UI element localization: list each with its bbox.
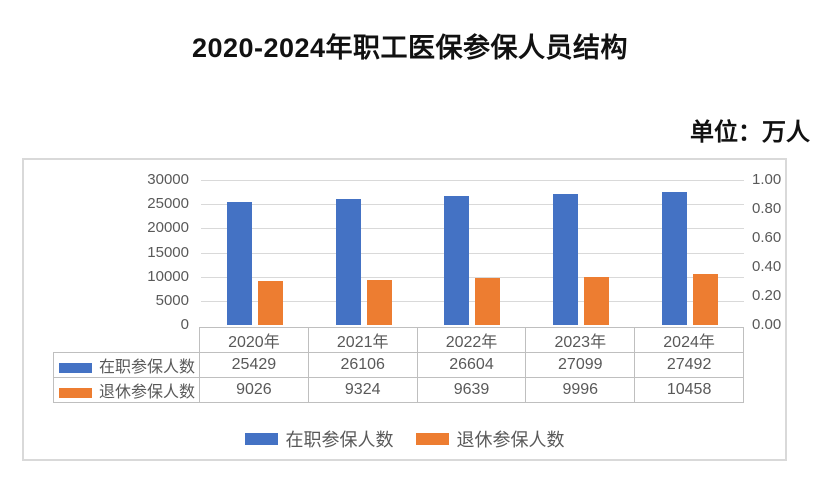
chart-title: 2020-2024年职工医保参保人员结构 [191, 33, 629, 63]
series-label-cell: 退休参保人数 [53, 377, 200, 403]
bar-group [418, 180, 527, 325]
bar-group [310, 180, 419, 325]
y-axis-right-tick-label: 0.80 [752, 200, 782, 217]
bar [661, 192, 687, 325]
legend-swatch [415, 433, 449, 445]
bar [227, 202, 253, 325]
value-cell: 27099 [525, 352, 636, 378]
value-cell: 9026 [199, 377, 309, 403]
bar-group [635, 180, 744, 325]
value-cell: 26106 [307, 352, 418, 378]
y-axis-left-tick-label: 5000 [155, 291, 189, 309]
y-axis-left-tick-label: 20000 [147, 219, 189, 237]
series-key-swatch [59, 387, 92, 398]
data-table-body: 2020年 2021年 2022年 2023年 2024年 在职参保人数 25429 2610… [53, 327, 744, 403]
year-header-cell: 2024年 [634, 327, 744, 353]
legend: 在职参保人数 退休参保人数 [24, 426, 785, 452]
legend-item: 在职参保人数 [244, 426, 394, 452]
value-cell: 25429 [199, 352, 309, 378]
series-name: 退休参保人数 [99, 384, 196, 401]
y-axis-right-tick-label: 0.60 [752, 229, 782, 246]
legend-item: 退休参保人数 [415, 426, 565, 452]
year-header-cell: 2022年 [416, 327, 527, 353]
gridline [201, 252, 744, 254]
bar [258, 281, 284, 325]
bar [692, 274, 718, 325]
table-corner-cell [54, 328, 200, 353]
gridline [201, 204, 744, 206]
table-header-row: 2020年 2021年 2022年 2023年 2024年 [54, 327, 744, 353]
gridline [201, 228, 744, 230]
bar-group [527, 180, 636, 325]
y-axis-left-tick-label: 15000 [147, 243, 189, 261]
series-name: 在职参保人数 [99, 359, 196, 376]
bar [335, 198, 361, 325]
table-row: 退休参保人数 9026 9324 9639 9996 10458 [53, 377, 744, 403]
bar [475, 278, 501, 325]
y-axis-left-tick-label: 25000 [147, 195, 189, 213]
bar-group [201, 180, 310, 325]
value-cell: 10458 [634, 377, 744, 403]
unit-label: 单位：万人 [690, 119, 810, 146]
series-label-cell: 在职参保人数 [53, 352, 200, 378]
y-axis-left-tick-label: 0 [180, 316, 189, 333]
year-header-cell: 2023年 [525, 327, 636, 353]
gridline [201, 300, 744, 302]
bar [553, 194, 579, 325]
y-axis-right-tick-label: 0.00 [752, 316, 782, 333]
legend-swatch [244, 433, 278, 445]
y-axis-left: 0 5000 10000 15000 20000 25000 30000 [24, 172, 195, 333]
y-axis-left-tick-label: 30000 [147, 171, 189, 188]
table-row: 在职参保人数 25429 26106 26604 27099 27492 [53, 352, 744, 378]
bar [366, 279, 392, 325]
bar [584, 276, 610, 325]
legend-label: 退休参保人数 [456, 430, 565, 450]
value-cell: 9996 [525, 377, 636, 403]
gridline [201, 276, 744, 278]
value-cell: 9324 [307, 377, 418, 403]
bar [444, 196, 470, 325]
y-axis-right: 0.00 0.20 0.40 0.60 0.80 1.00 [752, 172, 786, 333]
legend-label: 在职参保人数 [285, 430, 394, 450]
chart-panel: 0 5000 10000 15000 20000 25000 30000 0.00 0.20 0… [22, 158, 787, 461]
value-cell: 26604 [416, 352, 527, 378]
y-axis-right-tick-label: 1.00 [752, 171, 782, 188]
year-header-cell: 2020年 [199, 327, 309, 353]
data-table: 2020年 2021年 2022年 2023年 2024年 在职参保人数 25429 2610… [53, 327, 744, 403]
y-axis-left-tick-label: 10000 [147, 267, 189, 285]
plot-area [201, 180, 744, 325]
gridline [201, 180, 744, 181]
y-axis-right-tick-label: 0.20 [752, 287, 782, 304]
y-axis-right-tick-label: 0.40 [752, 258, 782, 275]
value-cell: 27492 [634, 352, 744, 378]
value-cell: 9639 [416, 377, 527, 403]
year-header-cell: 2021年 [307, 327, 418, 353]
series-key-swatch [59, 362, 92, 373]
